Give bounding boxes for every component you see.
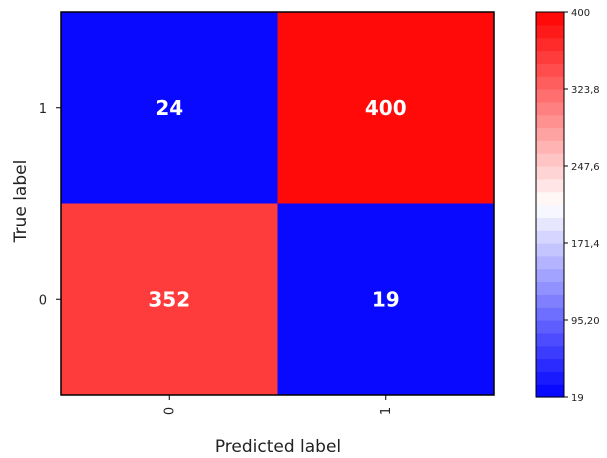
colorbar-step (536, 76, 564, 90)
colorbar-step (536, 384, 564, 398)
y-axis-ticks: 10 (39, 102, 61, 308)
colorbar-step (536, 230, 564, 244)
colorbar-tick-label: 19 (571, 393, 584, 404)
colorbar-frame (535, 11, 565, 398)
colorbar-step (536, 281, 564, 295)
colorbar-step (536, 204, 564, 218)
colorbar-step (536, 268, 564, 283)
colorbar-step (536, 166, 564, 180)
cell-value: 400 (365, 96, 407, 120)
colorbar-step (536, 37, 564, 52)
cell-value: 19 (372, 287, 400, 311)
heatmap-cell (61, 203, 278, 396)
colorbar-tick-label: 95,20 (571, 316, 600, 327)
colorbar-step (536, 191, 564, 206)
y-axis-label: True label (11, 160, 31, 244)
colorbar-step (536, 178, 564, 193)
colorbar-step (536, 12, 564, 26)
colorbar-step (536, 243, 564, 257)
colorbar-step (536, 294, 564, 308)
colorbar-step (536, 332, 564, 347)
colorbar-step (536, 217, 564, 231)
colorbar-step (536, 345, 564, 360)
colorbar (536, 12, 564, 398)
heatmap-cells (61, 12, 495, 396)
colorbar-step (536, 320, 564, 334)
colorbar-ticks: 19 95,20 171,4 247,6 323,8 400 (564, 8, 600, 404)
colorbar-step (536, 114, 564, 129)
cell-value: 352 (148, 287, 190, 311)
heatmap-cell (61, 12, 278, 204)
colorbar-step (536, 255, 564, 270)
colorbar-step (536, 63, 564, 77)
cell-value: 24 (155, 96, 183, 120)
heatmap-cell (277, 12, 495, 204)
colorbar-tick-label: 247,6 (571, 162, 600, 173)
colorbar-tick-label: 171,4 (571, 239, 600, 250)
colorbar-step (536, 89, 564, 103)
colorbar-step (536, 127, 564, 141)
x-axis-label: Predicted label (215, 437, 341, 457)
colorbar-step (536, 153, 564, 167)
colorbar-step (536, 358, 564, 372)
colorbar-step (536, 101, 564, 116)
plot-frame (60, 11, 495, 396)
x-tick-label: 0 (162, 407, 177, 415)
colorbar-step (536, 24, 564, 39)
y-tick-label: 1 (39, 102, 47, 117)
y-tick-label: 0 (39, 293, 47, 308)
colorbar-step (536, 50, 564, 64)
heatmap-cell (277, 203, 495, 396)
colorbar-step (536, 307, 564, 321)
colorbar-tick-label: 400 (571, 8, 590, 19)
x-tick-label: 1 (379, 407, 394, 415)
colorbar-tick-label: 323,8 (571, 85, 600, 96)
colorbar-step (536, 140, 564, 154)
heatmap-cell-values: 24 400 352 19 (148, 96, 406, 312)
colorbar-step (536, 371, 564, 385)
